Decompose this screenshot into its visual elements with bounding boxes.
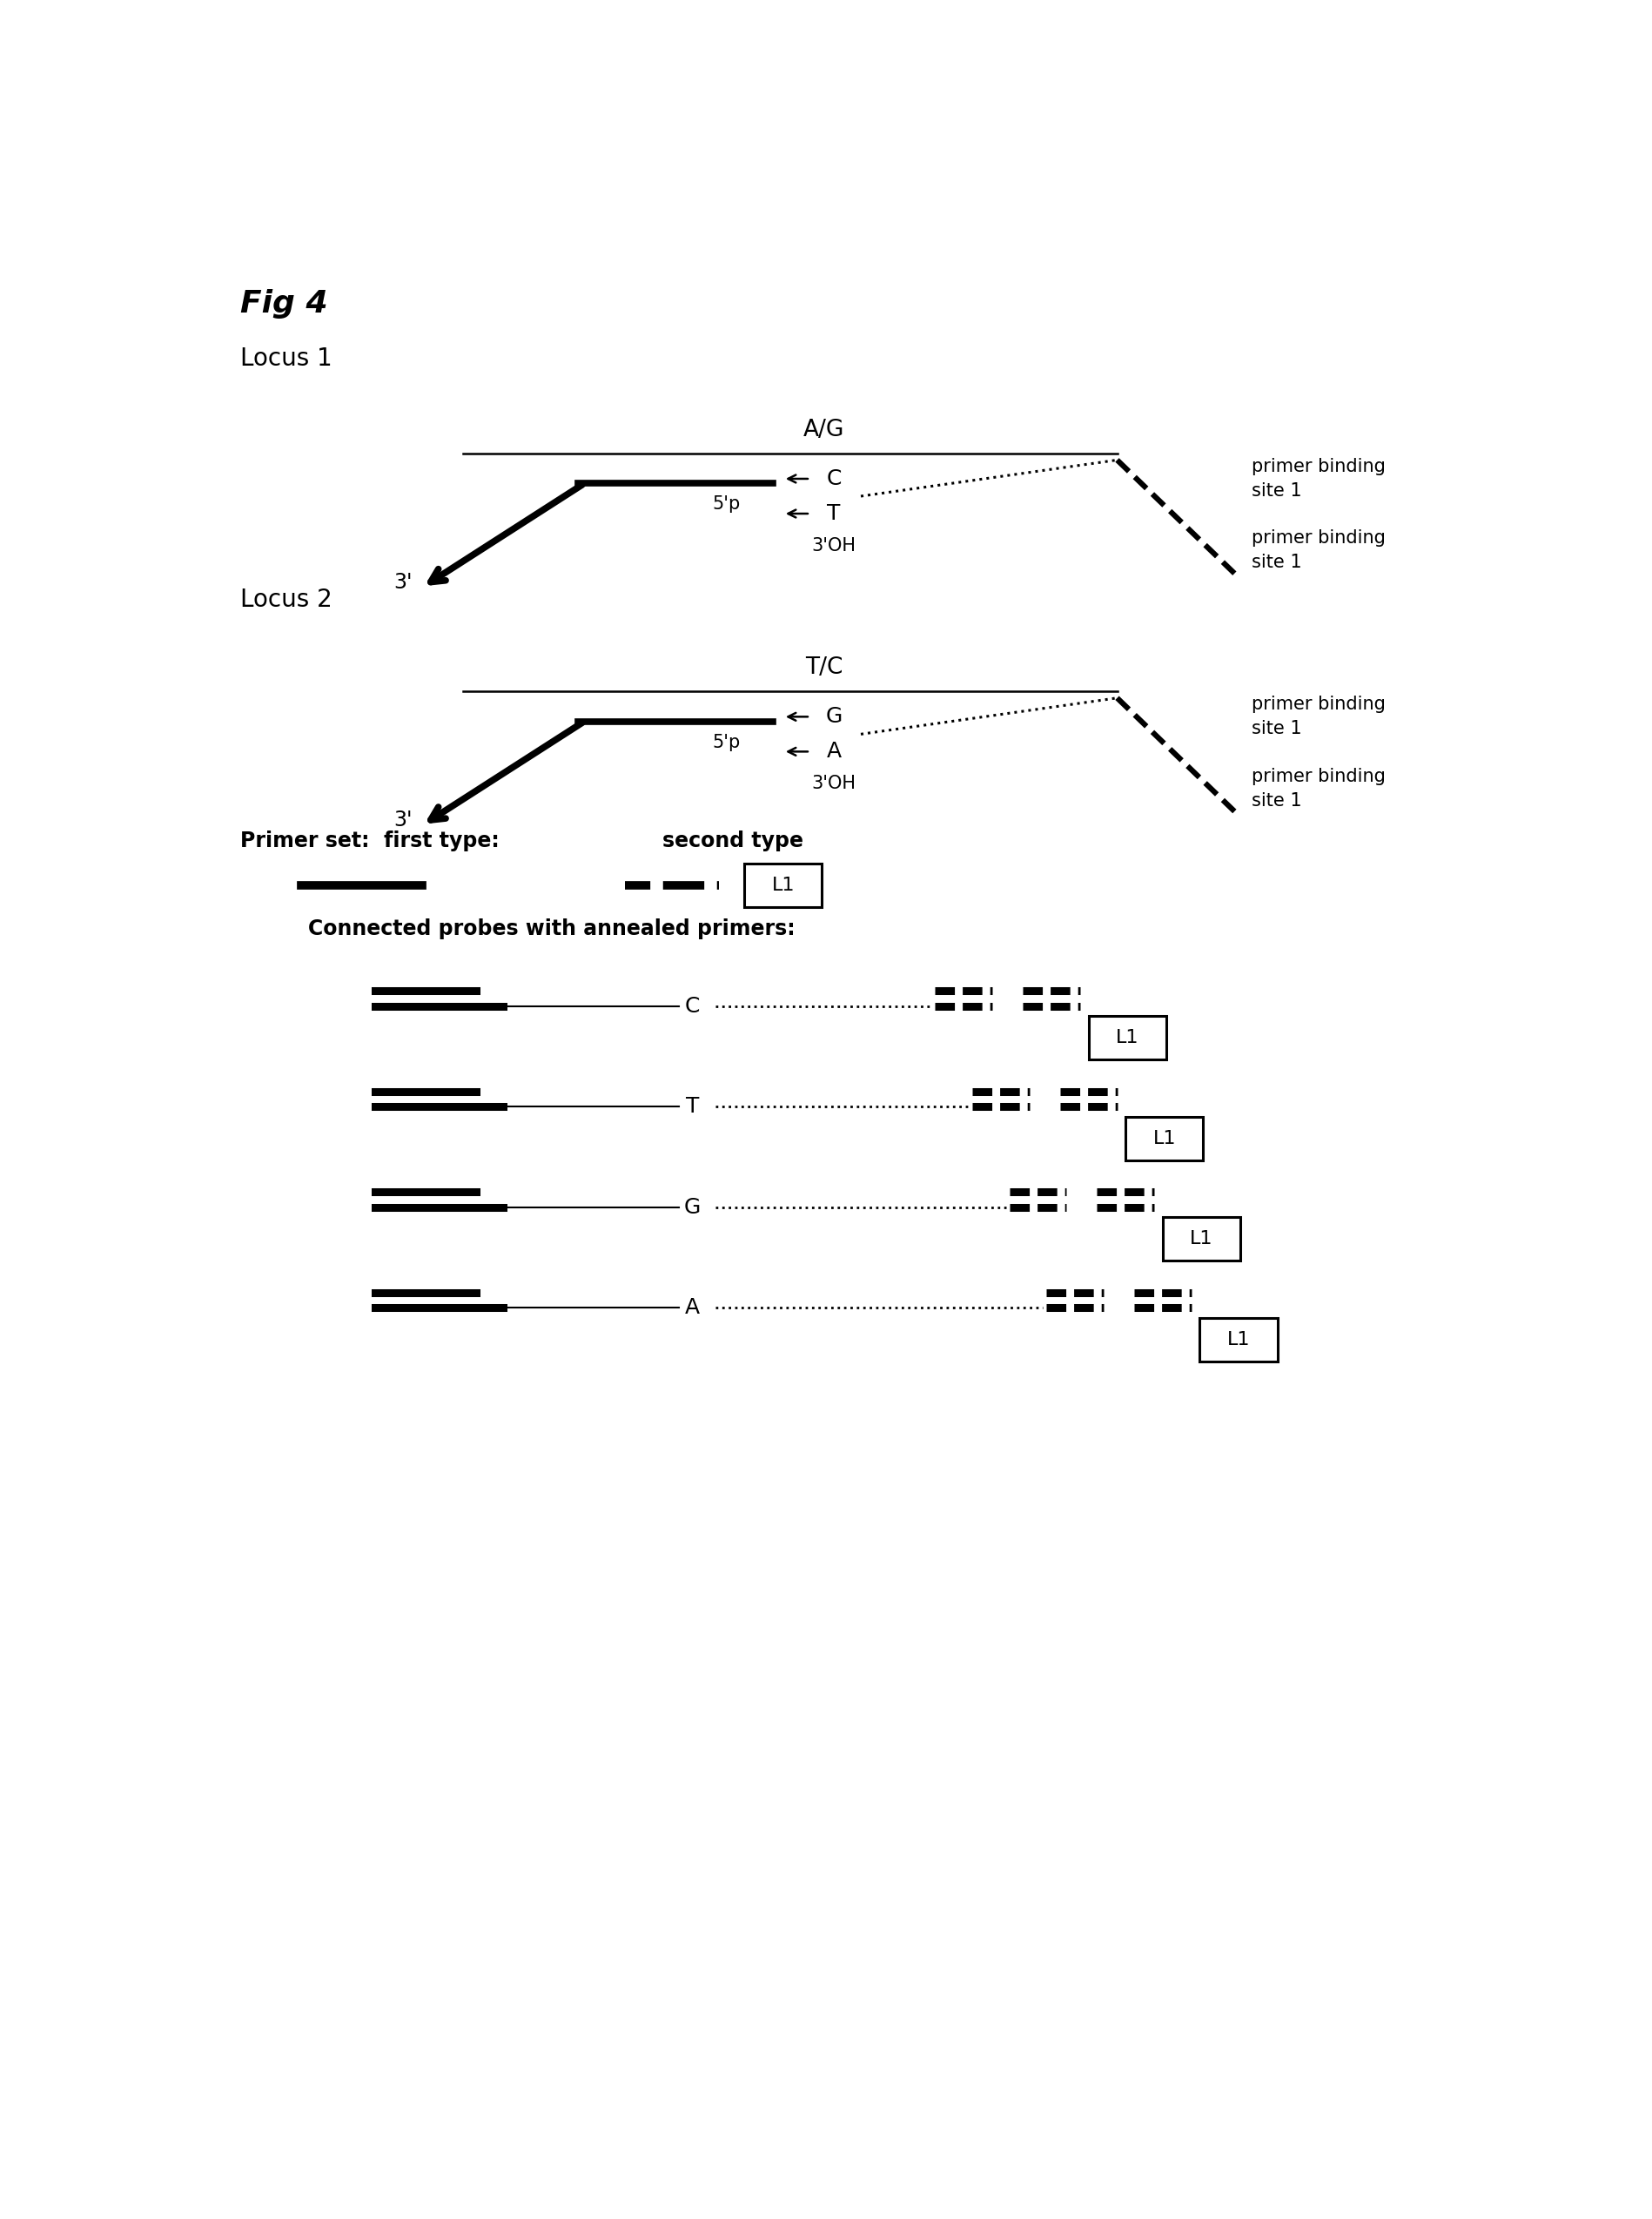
Text: L1: L1 xyxy=(1115,1030,1138,1047)
Text: A/G: A/G xyxy=(803,419,844,442)
Text: G: G xyxy=(826,706,843,728)
Text: L1: L1 xyxy=(1153,1129,1176,1147)
FancyBboxPatch shape xyxy=(745,863,823,908)
Text: primer binding
site 1: primer binding site 1 xyxy=(1252,530,1386,570)
Text: 5'p: 5'p xyxy=(712,734,740,750)
Text: Locus 2: Locus 2 xyxy=(240,588,332,612)
Text: Primer set:  first type:: Primer set: first type: xyxy=(240,830,499,852)
Text: 3'OH: 3'OH xyxy=(811,537,856,555)
Text: 5'p: 5'p xyxy=(712,495,740,513)
Text: L1: L1 xyxy=(1189,1229,1213,1247)
Text: C: C xyxy=(826,468,841,488)
Text: G: G xyxy=(684,1196,700,1218)
Text: T/C: T/C xyxy=(805,657,843,679)
Text: Locus 1: Locus 1 xyxy=(240,346,332,371)
Text: primer binding
site 1: primer binding site 1 xyxy=(1252,697,1386,737)
Text: T: T xyxy=(686,1096,699,1118)
Text: 3': 3' xyxy=(393,810,413,830)
Text: 3': 3' xyxy=(393,573,413,592)
Text: L1: L1 xyxy=(771,877,795,894)
Text: 3'OH: 3'OH xyxy=(811,774,856,792)
Text: L1: L1 xyxy=(1227,1331,1251,1349)
FancyBboxPatch shape xyxy=(1199,1318,1277,1360)
FancyBboxPatch shape xyxy=(1125,1116,1203,1161)
FancyBboxPatch shape xyxy=(1089,1016,1166,1061)
Text: A: A xyxy=(826,741,841,761)
FancyBboxPatch shape xyxy=(1163,1216,1241,1260)
Text: Fig 4: Fig 4 xyxy=(240,288,327,320)
Text: Connected probes with annealed primers:: Connected probes with annealed primers: xyxy=(307,919,795,939)
Text: A: A xyxy=(684,1298,700,1318)
Text: C: C xyxy=(684,996,700,1016)
Text: primer binding
site 1: primer binding site 1 xyxy=(1252,768,1386,810)
Text: T: T xyxy=(828,504,841,524)
Text: second type: second type xyxy=(662,830,803,852)
Text: primer binding
site 1: primer binding site 1 xyxy=(1252,457,1386,499)
